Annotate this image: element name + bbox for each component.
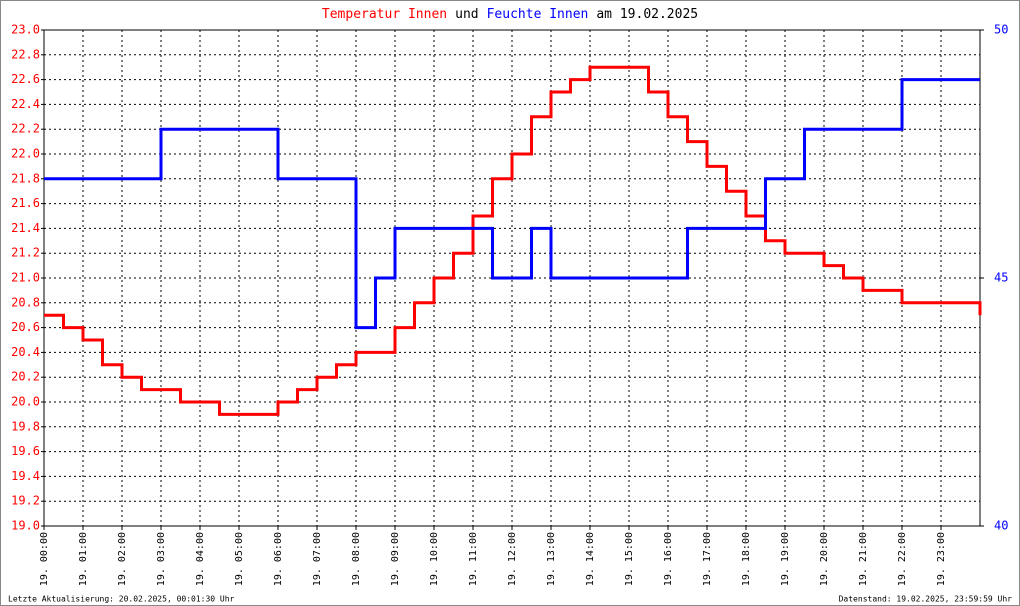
title-part: Feuchte Innen xyxy=(487,7,589,22)
x-tick-label: 19. 15:00 xyxy=(624,532,635,586)
y2-tick-label: 45 xyxy=(994,271,1008,285)
x-tick-label: 19. 16:00 xyxy=(663,532,674,586)
y-tick-label: 21.2 xyxy=(11,246,40,260)
title-part: und xyxy=(455,7,478,22)
y-tick-label: 22.6 xyxy=(11,72,40,86)
chart-title: Temperatur Innen und Feuchte Innen am 19.02… xyxy=(322,7,698,22)
y-tick-label: 21.6 xyxy=(11,196,40,210)
footer-left: Letzte Aktualisierung: 20.02.2025, 00:01… xyxy=(8,595,235,604)
y-tick-label: 20.2 xyxy=(11,370,40,384)
y-tick-label: 20.0 xyxy=(11,395,40,409)
y-tick-label: 22.2 xyxy=(11,122,40,136)
y-tick-label: 22.8 xyxy=(11,47,40,61)
x-tick-label: 19. 21:00 xyxy=(858,532,869,586)
y-tick-label: 19.4 xyxy=(11,469,40,483)
y-tick-label: 19.6 xyxy=(11,444,40,458)
x-tick-label: 19. 12:00 xyxy=(507,532,518,586)
x-tick-label: 19. 19:00 xyxy=(780,532,791,586)
y-tick-label: 22.0 xyxy=(11,147,40,161)
x-tick-label: 19. 03:00 xyxy=(156,532,167,586)
x-tick-label: 19. 11:00 xyxy=(468,532,479,586)
x-tick-label: 19. 04:00 xyxy=(195,532,206,586)
y-tick-label: 22.4 xyxy=(11,97,40,111)
y-tick-label: 21.8 xyxy=(11,171,40,185)
x-tick-label: 19. 10:00 xyxy=(429,532,440,586)
y2-tick-label: 40 xyxy=(994,519,1008,533)
title-part: am 19.02.2025 xyxy=(596,7,698,22)
x-tick-label: 19. 14:00 xyxy=(585,532,596,586)
x-tick-label: 19. 18:00 xyxy=(741,532,752,586)
footer-right: Datenstand: 19.02.2025, 23:59:59 Uhr xyxy=(839,595,1013,604)
title-part: Temperatur Innen xyxy=(322,7,447,22)
x-tick-label: 19. 00:00 xyxy=(39,532,50,586)
x-tick-label: 19. 22:00 xyxy=(897,532,908,586)
y2-tick-label: 50 xyxy=(994,23,1008,37)
y-tick-label: 21.0 xyxy=(11,271,40,285)
x-tick-label: 19. 08:00 xyxy=(351,532,362,586)
series-line xyxy=(44,65,982,416)
x-tick-label: 19. 17:00 xyxy=(702,532,713,586)
x-tick-label: 19. 02:00 xyxy=(117,532,128,586)
y-tick-label: 19.2 xyxy=(11,494,40,508)
x-tick-label: 19. 09:00 xyxy=(390,532,401,586)
y-tick-label: 19.8 xyxy=(11,419,40,433)
x-tick-label: 19. 23:00 xyxy=(936,532,947,586)
y-tick-label: 20.6 xyxy=(11,320,40,334)
x-tick-label: 19. 07:00 xyxy=(312,532,323,586)
series-line xyxy=(44,78,980,330)
x-tick-label: 19. 13:00 xyxy=(546,532,557,586)
x-tick-label: 19. 05:00 xyxy=(234,532,245,586)
x-tick-label: 19. 20:00 xyxy=(819,532,830,586)
y-tick-label: 19.0 xyxy=(11,519,40,533)
y-tick-label: 21.4 xyxy=(11,221,40,235)
y-tick-label: 20.4 xyxy=(11,345,40,359)
x-tick-label: 19. 01:00 xyxy=(78,532,89,586)
y-tick-label: 20.8 xyxy=(11,295,40,309)
y-tick-label: 23.0 xyxy=(11,23,40,37)
plot-frame xyxy=(43,29,981,527)
x-tick-label: 19. 06:00 xyxy=(273,532,284,586)
